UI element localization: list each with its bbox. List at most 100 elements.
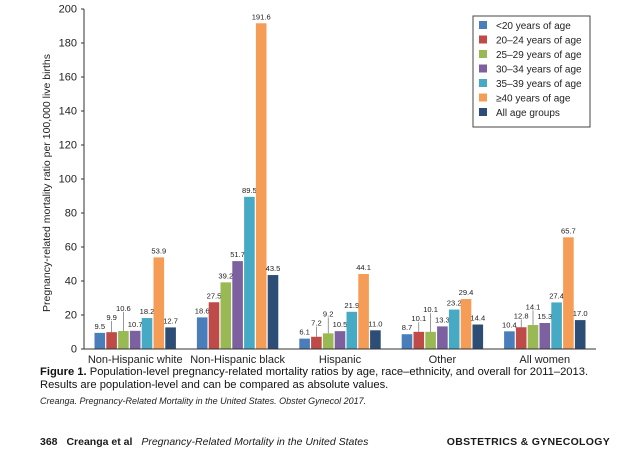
legend-box — [472, 15, 591, 128]
bar — [460, 299, 472, 349]
x-tick-label: Other — [429, 354, 457, 366]
bar — [358, 274, 369, 349]
bar — [413, 331, 425, 349]
y-tick-label: 200 — [59, 4, 77, 16]
y-tick-label: 0 — [71, 344, 77, 356]
x-tick-label: Non-Hispanic black — [190, 354, 285, 366]
data-label: 10.1 — [423, 305, 438, 314]
data-label: 39.2 — [218, 271, 233, 280]
footer-running-title: Pregnancy-Related Mortality in the Unite… — [141, 436, 369, 448]
footer-journal: OBSTETRICS & GYNECOLOGY — [446, 436, 610, 448]
caption-text: Population-level pregnancy-related morta… — [40, 366, 589, 391]
data-label: 9.2 — [323, 310, 334, 319]
legend-entry: 35–39 years of age — [496, 79, 582, 90]
x-tick-label: Hispanic — [319, 354, 362, 366]
data-label: 12.7 — [163, 316, 178, 325]
bar — [153, 257, 165, 349]
y-axis: 0 20 40 60 80 100 120 140 160 180 200 — [59, 4, 85, 356]
bar — [232, 261, 243, 349]
bar — [106, 332, 117, 349]
data-label: 27.4 — [549, 291, 564, 300]
y-tick-label: 140 — [59, 106, 77, 118]
y-tick-label: 60 — [65, 242, 77, 254]
legend-swatch — [479, 50, 487, 58]
data-label: 6.1 — [299, 328, 310, 337]
x-tick-label: Non-Hispanic white — [88, 354, 183, 366]
bar — [196, 317, 208, 349]
legend-swatch — [479, 21, 487, 29]
data-label: 18.6 — [195, 306, 210, 315]
bar — [504, 331, 515, 349]
data-label: 10.5 — [333, 320, 348, 329]
data-label: 51.7 — [230, 250, 245, 259]
legend-swatch — [479, 64, 487, 73]
bar — [299, 338, 310, 349]
data-label: 29.4 — [459, 288, 474, 297]
data-label: 9.5 — [95, 322, 106, 331]
data-label: 53.9 — [151, 246, 166, 255]
data-label: 27.5 — [207, 291, 222, 300]
page-footer: 368 Creanga et al Pregnancy-Related Mort… — [40, 436, 610, 448]
y-tick-label: 20 — [65, 310, 77, 322]
bar — [267, 275, 279, 349]
footer-author: Creanga et al — [66, 436, 133, 448]
legend-entry: <20 years of age — [496, 21, 571, 32]
bar — [472, 324, 484, 349]
bar — [539, 322, 551, 349]
bar — [563, 237, 574, 349]
data-label: 23.2 — [447, 299, 462, 308]
bar — [370, 330, 381, 349]
data-label: 7.2 — [311, 319, 322, 328]
bar — [551, 302, 562, 349]
legend-swatch — [479, 108, 487, 116]
data-label: 12.8 — [514, 311, 529, 320]
legend-swatch — [479, 79, 487, 87]
bar-chart: 0 20 40 60 80 100 120 140 160 180 200 9.59.910.6 10… — [41, 4, 596, 366]
page-number: 368 — [40, 436, 58, 448]
legend-entry: 30–34 years of age — [496, 65, 582, 76]
bar — [118, 330, 129, 349]
bar — [141, 318, 153, 349]
data-label: 10.1 — [411, 314, 426, 323]
bar — [527, 325, 539, 349]
bar — [311, 336, 322, 349]
bar — [220, 282, 232, 349]
figure-source: Creanga. Pregnancy-Related Mortality in … — [40, 396, 367, 406]
x-tick-label: All women — [519, 354, 570, 366]
data-label: 10.4 — [502, 320, 517, 329]
caption-label: Figure 1. — [40, 366, 87, 378]
data-label: 44.1 — [356, 263, 371, 272]
data-label: 10.7 — [128, 320, 143, 329]
bar — [244, 196, 255, 349]
legend: <20 years of age 20–24 years of age 25–29 … — [472, 15, 591, 128]
bar — [322, 333, 334, 349]
data-label: 14.1 — [526, 302, 541, 311]
data-label: 18.2 — [140, 307, 155, 316]
bar — [425, 331, 436, 349]
bar — [334, 331, 346, 349]
y-tick-label: 120 — [59, 140, 77, 152]
bar — [346, 311, 358, 349]
bar — [208, 302, 220, 349]
bar — [437, 326, 448, 349]
legend-entry: ≥40 years of age — [496, 94, 571, 105]
data-label: 17.0 — [573, 309, 588, 318]
y-tick-label: 100 — [59, 174, 77, 186]
legend-swatch — [479, 93, 487, 102]
data-label: 65.7 — [561, 226, 576, 235]
data-label: 43.5 — [266, 264, 281, 273]
y-tick-label: 160 — [59, 72, 77, 84]
bar — [574, 320, 586, 349]
figure-caption: Figure 1. Population-level pregnancy-rel… — [40, 366, 610, 392]
data-label: 14.4 — [470, 314, 485, 323]
y-tick-label: 80 — [65, 208, 77, 220]
data-label: 191.6 — [252, 12, 271, 21]
data-label: 13.3 — [435, 315, 450, 324]
bar — [515, 327, 527, 349]
data-label: 11.0 — [368, 319, 382, 328]
legend-swatch — [479, 35, 487, 44]
y-tick-label: 40 — [65, 276, 77, 288]
data-label: 10.6 — [116, 304, 131, 313]
legend-entry: 25–29 years of age — [496, 50, 582, 61]
bar — [94, 332, 106, 349]
